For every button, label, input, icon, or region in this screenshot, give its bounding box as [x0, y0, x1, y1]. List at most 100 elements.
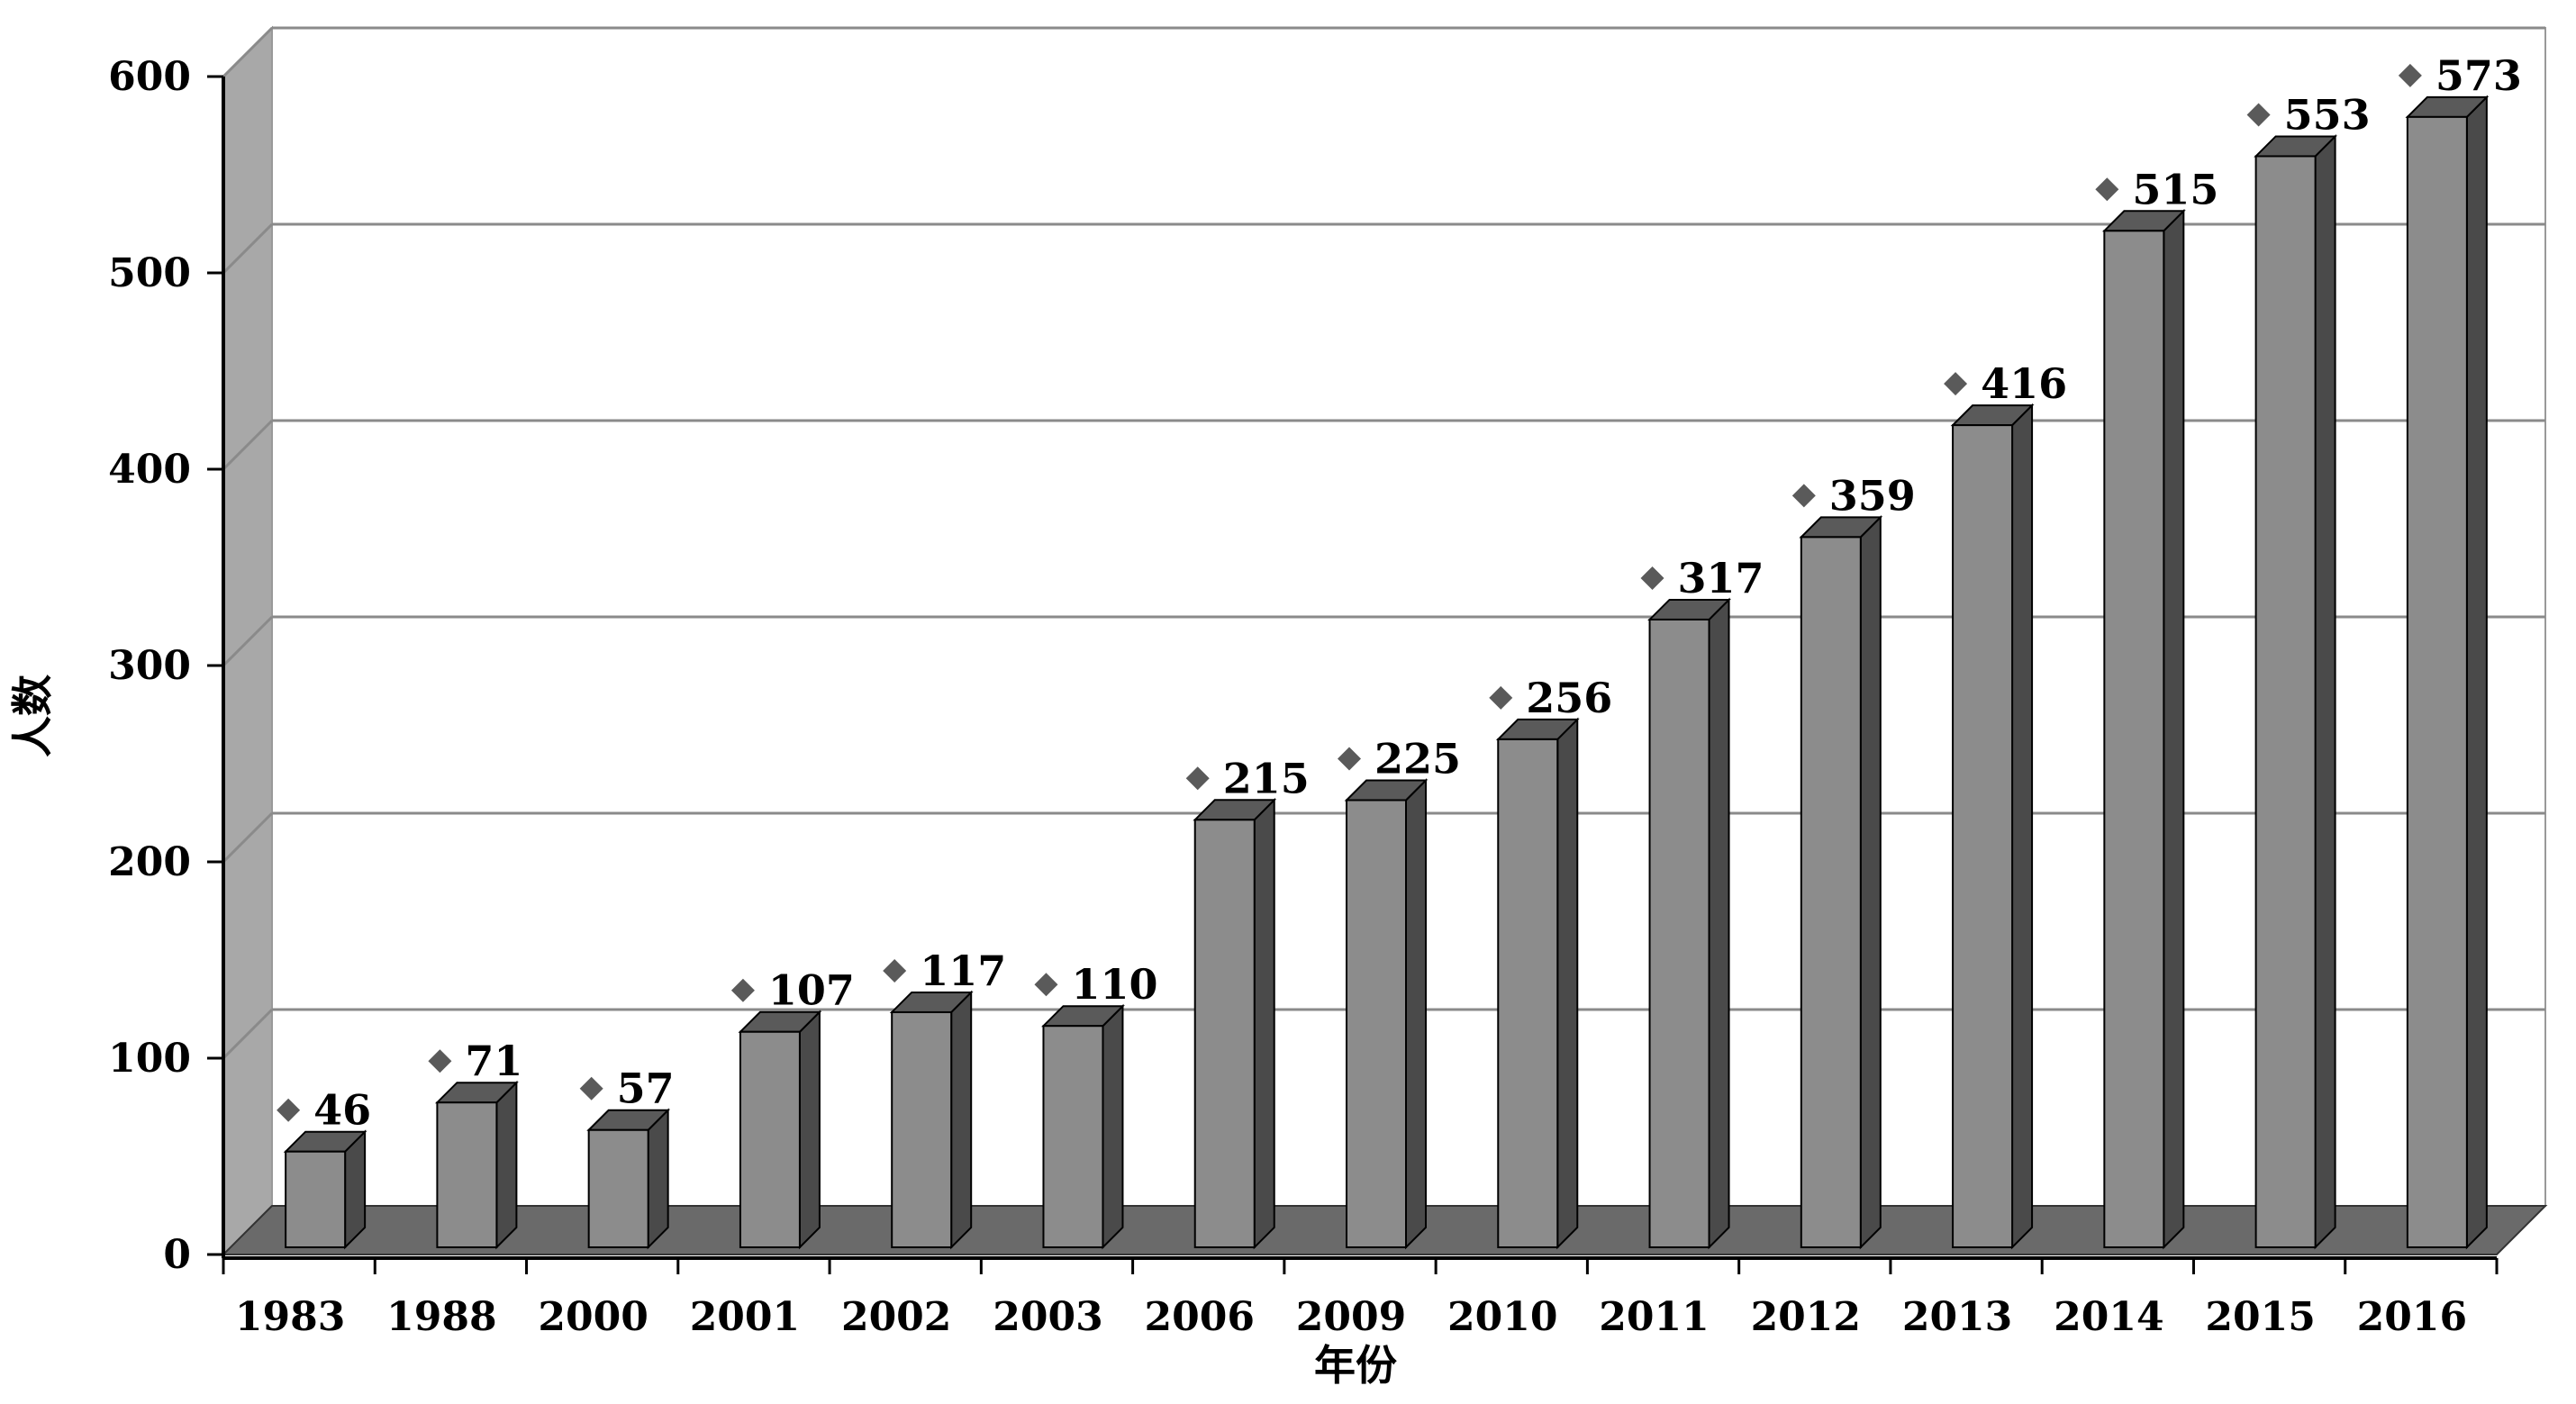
x-axis: 1983 1988 2000 2001 2002 2003 2006 2009 2010 2011… [222, 1256, 2499, 1340]
data-label: 225 [1374, 735, 1461, 784]
bar-front [587, 1128, 649, 1248]
x-tick-label: 2012 [1751, 1294, 1861, 1340]
value-marker [883, 958, 907, 983]
value-marker [1640, 566, 1664, 590]
x-tick-label: 2014 [2054, 1294, 2163, 1340]
bar-front [1042, 1025, 1104, 1248]
y-axis: 0 100 200 300 400 500 600 [108, 54, 225, 1278]
value-marker [277, 1098, 301, 1122]
bar-side [2163, 208, 2185, 1250]
value-marker [1944, 372, 1968, 396]
bar [283, 1129, 367, 1250]
bar-side [1405, 778, 1427, 1250]
bar-side [647, 1108, 669, 1250]
value-marker [2095, 177, 2119, 202]
x-tick-label: 2011 [1599, 1294, 1709, 1340]
value-marker [1185, 766, 1210, 791]
data-label: 553 [2284, 90, 2371, 139]
bar-front [1648, 618, 1710, 1248]
y-tick-label: 600 [108, 54, 191, 100]
bar [1799, 514, 1883, 1250]
gridline-side [222, 26, 274, 78]
data-label: 256 [1526, 674, 1612, 722]
bar-front [436, 1101, 498, 1248]
x-tick-label: 2013 [1902, 1294, 2012, 1340]
gridline-side [222, 222, 274, 275]
bar-side [1859, 514, 1882, 1250]
bar-side [2011, 403, 2034, 1250]
bar [1344, 778, 1429, 1250]
y-tick-label: 500 [108, 250, 191, 296]
x-axis-title: 年份 [1314, 1341, 1397, 1390]
data-label: 110 [1071, 960, 1157, 1009]
gridline-side [222, 615, 274, 667]
bar-side [2465, 95, 2488, 1250]
bar-side [1556, 717, 1579, 1250]
bar-front [1346, 799, 1407, 1248]
x-tick-label: 2010 [1447, 1294, 1557, 1340]
bar-front [2254, 155, 2317, 1249]
value-markers [277, 63, 2422, 1122]
gridline-side [222, 419, 274, 471]
bar-front [1497, 738, 1559, 1248]
bar-front [2103, 230, 2165, 1248]
value-marker [2398, 63, 2422, 87]
value-marker [1791, 484, 1816, 508]
bar [1193, 797, 1277, 1250]
bar [1647, 597, 1731, 1250]
bar-side [798, 1010, 821, 1250]
bar [586, 1108, 671, 1250]
bar [1950, 403, 2035, 1250]
data-label: 317 [1678, 554, 1764, 602]
bar-front [1952, 424, 2014, 1248]
x-tick-label: 2002 [841, 1294, 951, 1340]
x-tick-label: 2015 [2205, 1294, 2315, 1340]
y-tick-label: 400 [108, 447, 191, 493]
value-marker [2246, 103, 2271, 127]
bar-side [950, 990, 973, 1250]
bar [738, 1010, 822, 1250]
x-tick-label: 2016 [2357, 1294, 2467, 1340]
x-tick-label: 2000 [538, 1294, 648, 1340]
data-label: 215 [1223, 754, 1310, 802]
bar-front [1800, 536, 1862, 1248]
value-marker [730, 978, 755, 1002]
gridline-side [222, 811, 274, 864]
y-tick-label: 200 [108, 839, 191, 885]
bar-front [739, 1030, 801, 1248]
bar [1041, 1003, 1125, 1250]
data-label: 416 [1981, 359, 2067, 408]
x-tick-label: 2006 [1144, 1294, 1254, 1340]
data-label: 107 [768, 966, 855, 1015]
bar-side [2314, 134, 2336, 1250]
y-axis-title: 人数 [8, 675, 57, 757]
x-tick-label: 2003 [993, 1294, 1102, 1340]
bar-front [891, 1010, 953, 1248]
value-marker [579, 1076, 603, 1101]
data-label: 117 [920, 947, 1006, 995]
x-tick-label: 1983 [235, 1294, 345, 1340]
x-tick-label: 2009 [1296, 1294, 1406, 1340]
bar [434, 1080, 519, 1250]
value-marker [1034, 973, 1058, 997]
bar-side [1253, 797, 1275, 1250]
bar-front [285, 1150, 347, 1248]
x-tick-label: 2001 [690, 1294, 800, 1340]
bar [1495, 717, 1580, 1250]
data-label: 359 [1829, 471, 1916, 520]
bar-side [1102, 1003, 1124, 1250]
bar [889, 990, 974, 1250]
data-labels: 46 71 57 107 117 110 215 225 256 317 359 416 515 553 5… [313, 51, 2522, 1135]
value-marker [1338, 747, 1361, 771]
bar-front [1193, 819, 1256, 1248]
y-tick-label: 0 [163, 1232, 191, 1278]
bar [2254, 134, 2338, 1250]
data-label: 46 [313, 1086, 371, 1135]
bar [2101, 208, 2186, 1250]
gridline-side [222, 1008, 274, 1060]
bars [283, 95, 2490, 1250]
y-tick-label: 300 [108, 643, 191, 689]
bar [2405, 95, 2490, 1250]
